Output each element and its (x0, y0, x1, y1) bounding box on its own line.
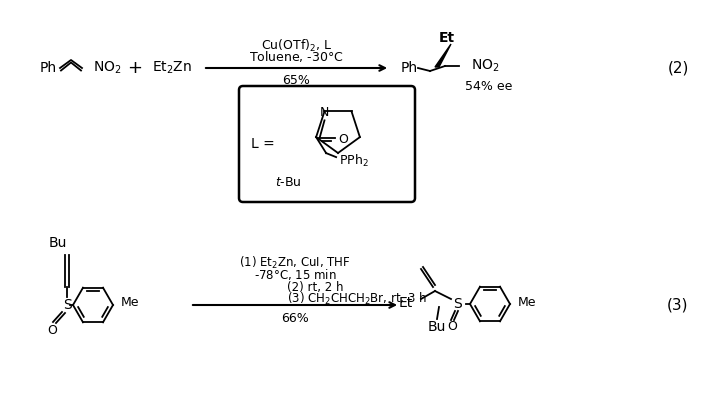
Text: Et$_2$Zn: Et$_2$Zn (152, 60, 192, 76)
Text: (2) rt, 2 h: (2) rt, 2 h (287, 280, 343, 294)
Text: NO$_2$: NO$_2$ (93, 60, 122, 76)
Text: 66%: 66% (281, 313, 309, 325)
Text: O: O (339, 133, 348, 146)
Text: (1) Et$_2$Zn, CuI, THF: (1) Et$_2$Zn, CuI, THF (239, 255, 350, 271)
Text: Bu: Bu (49, 236, 67, 250)
Text: O: O (447, 320, 457, 332)
Text: Et: Et (399, 296, 413, 310)
Text: 65%: 65% (283, 74, 311, 86)
Text: PPh$_2$: PPh$_2$ (339, 153, 369, 169)
Text: +: + (128, 59, 142, 77)
Text: Ph: Ph (401, 61, 418, 75)
Text: $t$-Bu: $t$-Bu (275, 176, 301, 188)
Text: (3) CH$_2$CHCH$_2$Br, rt, 3 h: (3) CH$_2$CHCH$_2$Br, rt, 3 h (287, 291, 427, 307)
Polygon shape (435, 44, 451, 67)
Text: -78$\degree$C, 15 min: -78$\degree$C, 15 min (254, 268, 336, 282)
Text: Me: Me (121, 297, 139, 309)
FancyBboxPatch shape (239, 86, 415, 202)
Text: Cu(OTf)$_2$, L: Cu(OTf)$_2$, L (261, 38, 332, 54)
Text: L =: L = (251, 137, 275, 151)
Text: Bu: Bu (428, 320, 447, 334)
Text: Toluene, -30$\degree$C: Toluene, -30$\degree$C (249, 50, 344, 64)
Text: (2): (2) (667, 60, 688, 76)
Text: N: N (320, 106, 329, 119)
Text: S: S (62, 298, 72, 312)
Text: (3): (3) (667, 297, 689, 313)
Text: Et: Et (439, 31, 455, 45)
Text: 54% ee: 54% ee (465, 79, 512, 93)
Text: Me: Me (518, 295, 536, 309)
Text: O: O (47, 323, 57, 337)
Text: S: S (454, 297, 463, 311)
Text: Ph: Ph (39, 61, 57, 75)
Text: NO$_2$: NO$_2$ (471, 58, 500, 74)
